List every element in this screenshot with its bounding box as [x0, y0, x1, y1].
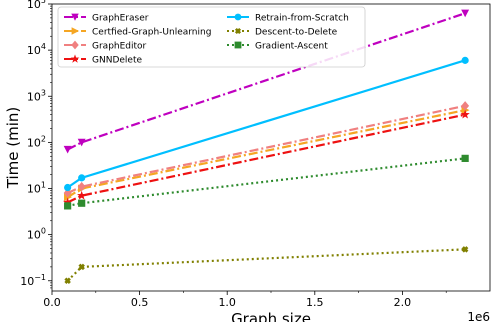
x-axis-label: Graph size — [231, 310, 311, 322]
data-point — [77, 181, 86, 192]
data-point — [460, 109, 470, 119]
data-point — [63, 145, 72, 154]
data-point — [63, 188, 72, 198]
plot-marks — [63, 9, 470, 285]
x-tick-label: 2.0 — [394, 296, 412, 309]
y-tick-label: 105 — [27, 0, 46, 11]
data-point — [461, 154, 469, 162]
x-scale-label: 1e6 — [467, 310, 490, 322]
data-point — [78, 174, 86, 182]
series-gradient-ascent — [64, 154, 469, 210]
legend-label: Certfied-Graph-Unlearning — [92, 28, 211, 38]
data-point — [64, 202, 72, 210]
series-grapheditor — [63, 101, 470, 198]
legend-marker — [234, 41, 242, 49]
legend-marker — [71, 40, 79, 50]
legend-item: GraphEditor — [64, 40, 147, 52]
data-point — [461, 56, 469, 64]
data-point — [461, 9, 470, 18]
legend-label: Retrain-from-Scratch — [255, 14, 349, 24]
y-axis-label: Time (min) — [4, 107, 22, 189]
legend-label: GraphEraser — [92, 14, 149, 24]
data-point — [64, 183, 72, 192]
series-line — [67, 104, 466, 194]
data-point — [461, 246, 469, 253]
legend-label: GraphEditor — [92, 42, 147, 52]
x-tick-label: 1.0 — [218, 296, 236, 309]
data-point — [461, 101, 470, 111]
series-retrain-from-scratch — [64, 56, 469, 192]
legend-item: Retrain-from-Scratch — [227, 14, 349, 24]
data-point — [78, 199, 86, 207]
y-tick-label: 104 — [27, 42, 46, 57]
legend-label: GNNDelete — [92, 56, 142, 66]
x-tick-label: 0.5 — [131, 296, 149, 309]
y-axis: 10−1 100 101 102 103 104 105 — [20, 0, 52, 289]
legend-box — [57, 6, 366, 68]
series-descent-to-delete — [64, 246, 469, 285]
data-point — [63, 197, 73, 207]
data-point — [77, 190, 87, 200]
legend-marker — [70, 54, 80, 63]
legend-marker — [234, 27, 242, 35]
x-tick-label: 0.0 — [43, 296, 61, 309]
legend-item: GNNDelete — [64, 54, 142, 66]
legend-item: GraphEraser — [64, 14, 149, 24]
legend-marker — [71, 13, 79, 21]
x-axis: 0.0 0.5 1.0 1.5 2.0 — [43, 291, 447, 309]
data-point — [77, 138, 86, 147]
data-point — [64, 277, 71, 285]
data-point — [78, 263, 85, 271]
legend-item: Gradient-Ascent — [227, 42, 328, 52]
y-tick-label: 102 — [27, 134, 46, 149]
legend-item: Certfied-Graph-Unlearning — [64, 27, 211, 38]
y-tick-label: 100 — [27, 227, 46, 242]
series-line — [66, 248, 466, 282]
y-tick-label: 103 — [27, 88, 46, 103]
series-gnndelete — [63, 109, 470, 207]
y-tick-label: 10−1 — [20, 273, 46, 288]
series-line — [67, 109, 466, 199]
legend-marker — [71, 27, 80, 35]
legend-marker — [234, 13, 242, 21]
series-line — [67, 113, 466, 204]
x-tick-label: 1.5 — [306, 296, 324, 309]
legend-item: Descent-to-Delete — [227, 28, 338, 38]
legend: GraphEraser Certfied-Graph-Unlearning Grap… — [57, 6, 366, 68]
legend-label: Gradient-Ascent — [255, 42, 328, 52]
y-tick-label: 101 — [27, 181, 46, 196]
series-line — [67, 157, 466, 207]
legend-label: Descent-to-Delete — [255, 28, 338, 38]
